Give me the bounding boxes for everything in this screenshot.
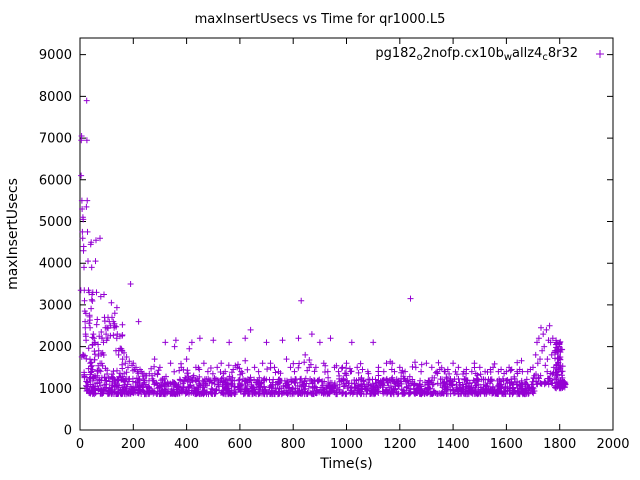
y-tick-label: 6000: [39, 173, 72, 188]
legend: pg182o2nofp.cx10bwallz4c8r32: [375, 46, 578, 63]
x-tick-label: 1000: [330, 437, 363, 452]
y-tick-label: 7000: [39, 132, 72, 147]
data-points: [77, 97, 569, 398]
y-tick-label: 8000: [39, 90, 72, 105]
y-tick-label: 9000: [39, 48, 72, 63]
x-tick-label: 400: [174, 437, 199, 452]
y-tick-label: 0: [64, 424, 72, 439]
x-tick-label: 1600: [490, 437, 523, 452]
x-tick-label: 0: [76, 437, 84, 452]
legend-series-label: pg182o2nofp.cx10bwallz4c8r32: [375, 46, 578, 63]
y-tick-label: 5000: [39, 215, 72, 230]
x-tick-label: 2000: [596, 437, 629, 452]
x-tick-label: 800: [281, 437, 306, 452]
x-tick-label: 600: [227, 437, 252, 452]
x-tick-label: 1400: [437, 437, 470, 452]
y-tick-label: 4000: [39, 257, 72, 272]
legend-marker-plus: [596, 50, 604, 58]
legend-label-subscript: w: [503, 52, 513, 63]
legend-label-subscript: o: [416, 52, 423, 63]
x-tick-label: 200: [121, 437, 146, 452]
legend-label-subscript: c: [542, 52, 548, 63]
chart-title: maxInsertUsecs vs Time for qr1000.L5: [194, 12, 446, 27]
legend-label-text: pg182: [375, 46, 417, 61]
legend-label-text: 8r32: [547, 46, 578, 61]
y-tick-label: 3000: [39, 298, 72, 313]
legend-label-text: allz4: [512, 46, 543, 61]
x-axis-label: Time(s): [320, 456, 373, 472]
y-tick-label: 2000: [39, 340, 72, 355]
x-tick-label: 1200: [383, 437, 416, 452]
x-tick-label: 1800: [543, 437, 576, 452]
y-tick-label: 1000: [39, 382, 72, 397]
legend-label-text: 2nofp.cx10b: [422, 46, 504, 61]
